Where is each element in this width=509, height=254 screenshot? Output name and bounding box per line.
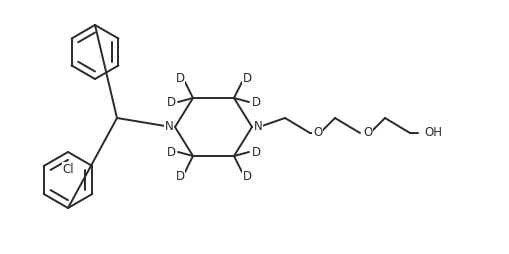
Text: D: D	[175, 71, 184, 85]
Text: O: O	[313, 126, 322, 139]
Text: D: D	[251, 96, 260, 108]
Text: N: N	[164, 120, 173, 134]
Text: D: D	[166, 146, 175, 158]
Text: OH: OH	[423, 126, 441, 139]
Text: D: D	[242, 169, 251, 183]
Text: D: D	[175, 169, 184, 183]
Text: Cl: Cl	[62, 163, 74, 176]
Text: D: D	[166, 96, 175, 108]
Text: D: D	[251, 146, 260, 158]
Text: N: N	[253, 120, 262, 134]
Text: D: D	[242, 71, 251, 85]
Text: O: O	[362, 126, 372, 139]
